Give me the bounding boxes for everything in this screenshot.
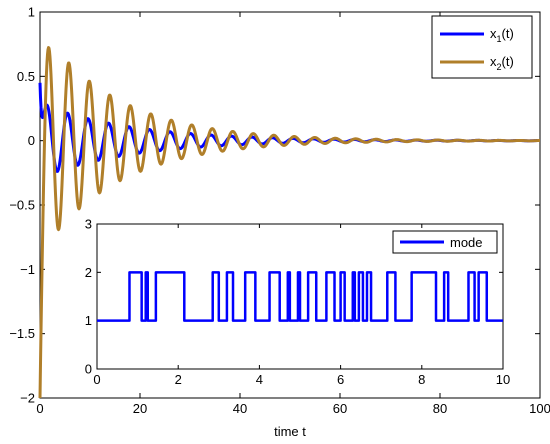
inset-x-tick-label: 4 <box>256 372 263 387</box>
main-legend: x1(t) x2(t) <box>431 15 533 79</box>
inset-series-0 <box>97 271 503 322</box>
main-x-tick-label: 0 <box>36 401 43 416</box>
inset-legend-box <box>392 230 498 254</box>
main-legend-box <box>431 15 533 79</box>
main-y-tick-label: 1 <box>28 5 35 20</box>
inset-x-tick-label: 0 <box>93 372 100 387</box>
main-x-tick-label: 80 <box>433 401 447 416</box>
main-y-tick-label: −1.5 <box>9 326 35 341</box>
main-y-tick-label: −2 <box>20 391 35 406</box>
main-series-lines <box>38 46 541 399</box>
main-axis-ticks: 0 20 40 60 80 100−2−1.5−1−0.500.51 <box>9 5 550 417</box>
main-series-1 <box>38 46 541 399</box>
inset-series-lines <box>97 271 503 322</box>
inset-x-tick-label: 2 <box>175 372 182 387</box>
x-axis-label: time t <box>274 424 306 439</box>
main-y-tick-label: 0.5 <box>17 69 35 84</box>
main-y-tick-label: 0 <box>28 133 35 148</box>
inset-x-tick-label: 8 <box>418 372 425 387</box>
inset-plot: 0 2 4 6 8 10 0 1 2 3 mode <box>85 217 510 388</box>
main-x-tick-label: 100 <box>529 401 550 416</box>
main-x-tick-label: 60 <box>333 401 347 416</box>
main-y-tick-label: −0.5 <box>9 198 35 213</box>
inset-x-tick-label: 6 <box>337 372 344 387</box>
legend-label-x1: x1(t) <box>490 26 514 44</box>
inset-y-tick-label: 3 <box>85 217 92 232</box>
inset-legend: mode <box>392 230 498 254</box>
legend-label-x2: x2(t) <box>490 54 514 72</box>
inset-y-tick-label: 1 <box>85 313 92 328</box>
legend-label-mode: mode <box>450 235 483 250</box>
inset-axis-ticks: 0 2 4 6 8 10 0 1 2 3 <box>85 217 510 388</box>
main-y-tick-label: −1 <box>20 262 35 277</box>
main-x-tick-label: 40 <box>233 401 247 416</box>
inset-y-tick-label: 0 <box>85 362 92 377</box>
main-x-tick-label: 20 <box>133 401 147 416</box>
inset-y-tick-label: 2 <box>85 265 92 280</box>
inset-x-tick-label: 10 <box>496 372 510 387</box>
